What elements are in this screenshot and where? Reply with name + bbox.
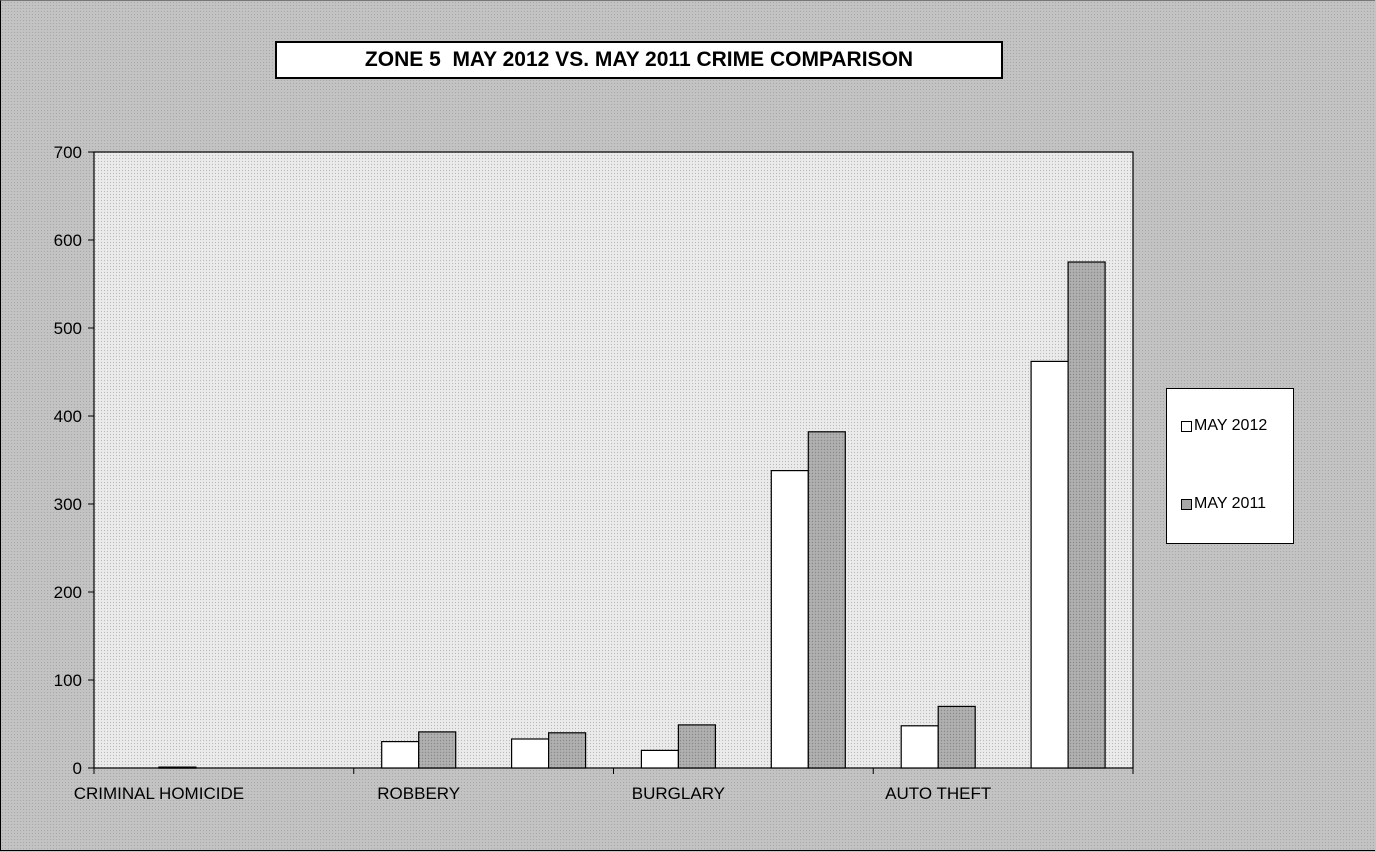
y-tick-label-700: 700 <box>54 143 82 162</box>
bar-series-0-cat-6 <box>900 725 939 769</box>
x-tick-label-4: BURGLARY <box>632 784 725 803</box>
legend-label-may-2011: MAY 2011 <box>1194 495 1267 512</box>
y-tick-label-0: 0 <box>73 759 82 778</box>
bar-series-0-cat-5 <box>770 470 809 769</box>
bar-series-1-cat-6 <box>937 705 976 769</box>
plot-area <box>93 151 1134 769</box>
x-tick-label-0: CRIMINAL HOMICIDE <box>74 784 244 803</box>
y-tick-label-100: 100 <box>54 671 82 690</box>
y-tick-label-500: 500 <box>54 319 82 338</box>
y-tick-label-600: 600 <box>54 231 82 250</box>
bars-layer <box>158 261 1106 769</box>
bar-series-0-cat-2 <box>381 740 420 769</box>
legend-swatch-may-2012 <box>1181 420 1192 432</box>
bar-series-0-cat-3 <box>511 738 550 769</box>
bar-series-1-cat-5 <box>807 431 846 769</box>
legend: MAY 2012 MAY 2011 <box>1166 388 1294 544</box>
bar-series-1-cat-2 <box>418 731 457 769</box>
bar-series-1-cat-4 <box>677 724 717 769</box>
bar-series-0-cat-7 <box>1030 360 1069 769</box>
x-tick-label-6: AUTO THEFT <box>885 784 991 803</box>
bar-series-1-cat-7 <box>1067 261 1106 769</box>
y-tick-label-200: 200 <box>54 583 82 602</box>
axes-layer: 0 100 200 300 400 500 600 700 CRIMINAL HOMICIDE R… <box>54 143 1134 803</box>
chart-title-box: ZONE 5 MAY 2012 VS. MAY 2011 CRIME COMPA… <box>275 41 1003 79</box>
y-tick-label-300: 300 <box>54 495 82 514</box>
legend-item-may-2012: MAY 2012 <box>1181 417 1267 435</box>
bar-series-0-cat-4 <box>640 749 680 769</box>
legend-label-may-2012: MAY 2012 <box>1194 417 1268 434</box>
bar-series-1-cat-0 <box>158 766 197 769</box>
y-tick-label-400: 400 <box>54 407 82 426</box>
legend-swatch-may-2011 <box>1181 498 1192 510</box>
x-tick-label-2: ROBBERY <box>377 784 460 803</box>
legend-item-may-2011: MAY 2011 <box>1181 495 1266 513</box>
chart-title: ZONE 5 MAY 2012 VS. MAY 2011 CRIME COMPA… <box>364 48 914 71</box>
bar-series-1-cat-3 <box>547 732 587 769</box>
